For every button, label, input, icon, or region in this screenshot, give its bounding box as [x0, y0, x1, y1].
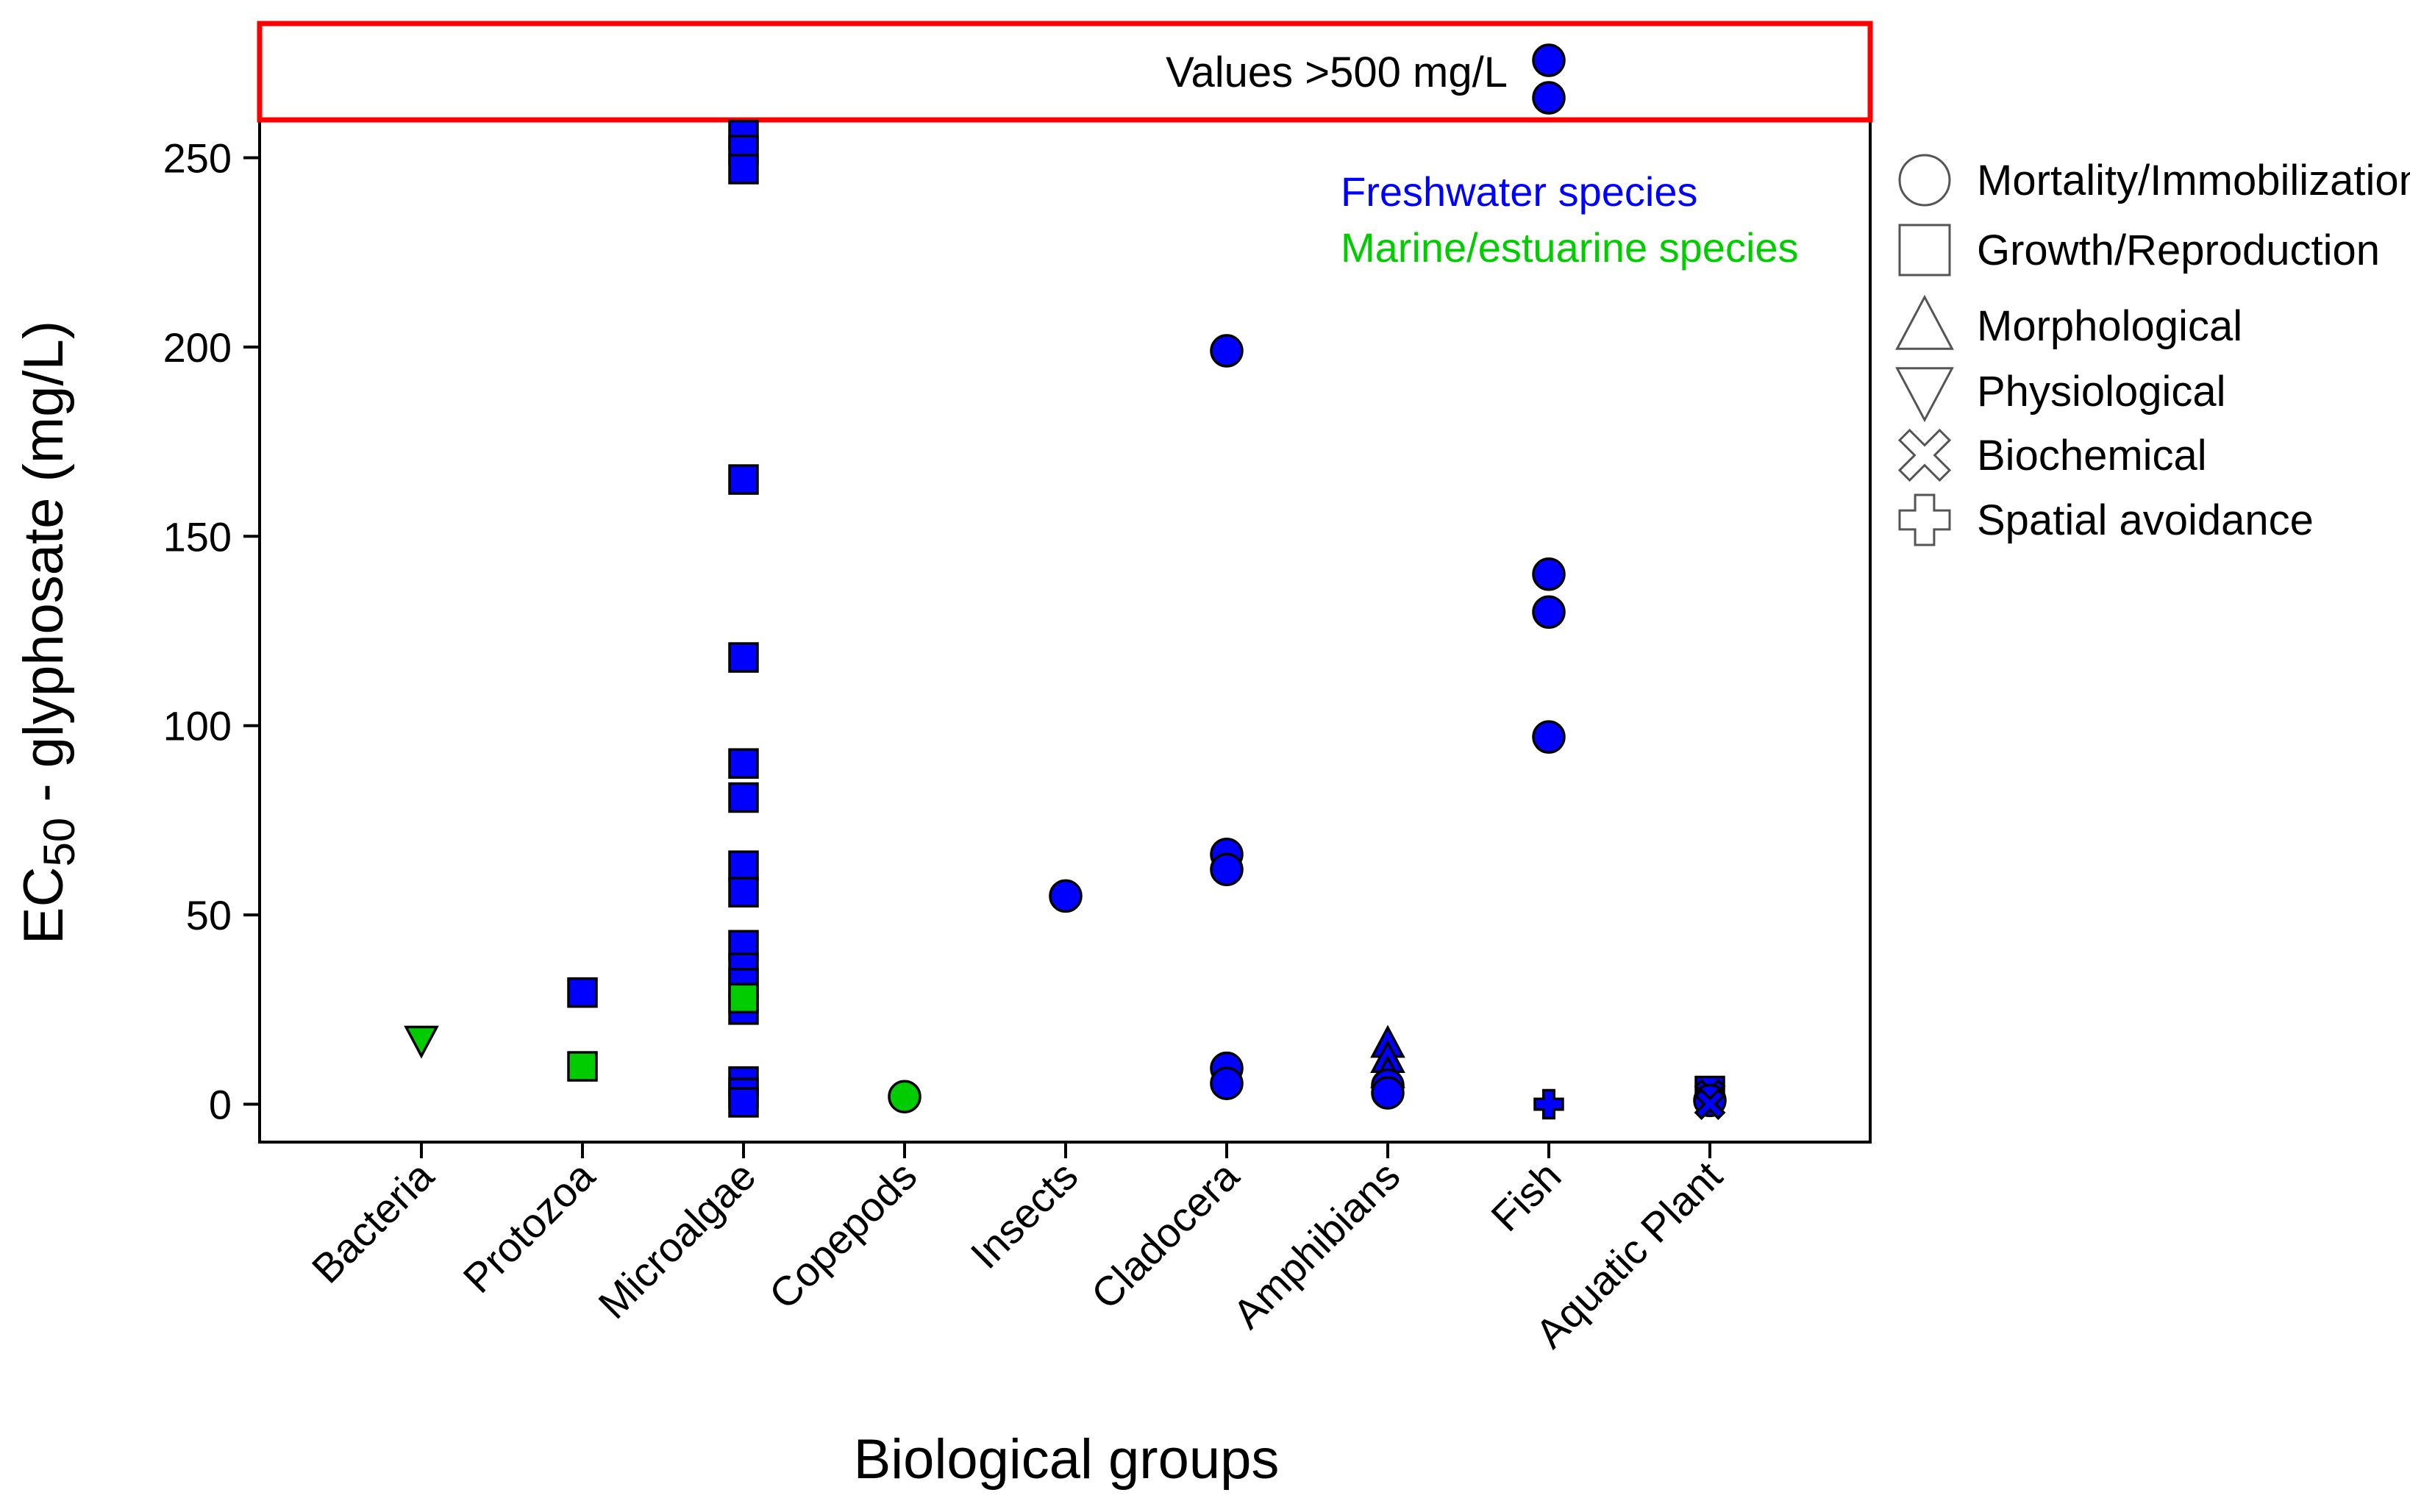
data-point [728, 464, 759, 495]
y-axis-title-rest: - glyphosate (mg/L) [13, 321, 75, 818]
x-tick-label: Bacteria [303, 1152, 443, 1291]
data-point [1371, 1076, 1405, 1110]
endpoint-legend: Mortality/Immobilization Growth/Reproduct… [1895, 154, 2410, 546]
data-points [404, 119, 1727, 1120]
data-point [728, 850, 759, 881]
legend-marker [1898, 224, 1951, 277]
inset-data-point [1532, 81, 1566, 115]
y-tick-label: 200 [163, 324, 232, 371]
endpoint-legend-label: Mortality/Immobilization [1977, 157, 2410, 204]
data-point [567, 1051, 598, 1082]
data-point [728, 983, 759, 1014]
data-point [1532, 720, 1566, 754]
inset-data-points [1532, 43, 1566, 115]
y-tick-label: 0 [209, 1082, 232, 1128]
x-tick-label: Fish [1482, 1152, 1569, 1240]
endpoint-legend-label: Physiological [1977, 368, 2226, 416]
legend-marker [1898, 154, 1951, 207]
legend-marker [1897, 428, 1952, 482]
endpoint-legend-label: Spatial avoidance [1977, 496, 2314, 544]
y-tick-label: 250 [163, 135, 232, 181]
data-point [404, 1025, 439, 1059]
data-point [1533, 1088, 1564, 1120]
y-axis-title-subscript: 50 [35, 818, 84, 867]
x-tick-label: Amphibians [1224, 1152, 1408, 1337]
legend-marker [1895, 294, 1954, 350]
inset-data-point [1532, 43, 1566, 77]
x-tick-label: Copepods [760, 1152, 925, 1318]
legend-marker [1898, 493, 1951, 546]
data-point [1210, 852, 1244, 887]
data-point [728, 748, 759, 779]
data-point [888, 1080, 921, 1113]
data-point [728, 154, 759, 185]
endpoint-legend-label: Morphological [1977, 302, 2242, 350]
data-point [1210, 334, 1244, 368]
endpoint-legend-label: Biochemical [1977, 432, 2207, 479]
habitat-legend-entry: Marine/estuarine species [1341, 224, 1799, 271]
data-point [728, 782, 759, 813]
data-point [567, 977, 598, 1008]
habitat-legend: Freshwater species Marine/estuarine speci… [1341, 168, 1799, 271]
data-point [728, 877, 759, 907]
data-point [1532, 557, 1566, 591]
x-axis-title: Biological groups [854, 1428, 1280, 1491]
data-point [728, 1087, 759, 1118]
habitat-legend-entry: Freshwater species [1341, 168, 1698, 215]
data-point [728, 642, 759, 673]
inset-high-values-box [257, 21, 1873, 123]
x-tick-label: Cladocera [1082, 1152, 1248, 1318]
data-point [1694, 1088, 1726, 1120]
data-point [1049, 879, 1083, 913]
legend-marker [1895, 367, 1954, 423]
y-tick-label: 100 [163, 703, 232, 749]
y-axis: 0 50 100 150 200 250 [163, 135, 260, 1128]
x-tick-label: Protozoa [454, 1152, 604, 1302]
data-point [1210, 1066, 1244, 1100]
y-tick-label: 150 [163, 513, 232, 560]
inset-label: Values >500 mg/L [1166, 49, 1508, 96]
y-tick-label: 50 [186, 892, 232, 938]
x-tick-label: Insects [961, 1152, 1086, 1277]
data-point [1532, 595, 1566, 630]
x-tick-label: Microalgae [589, 1152, 764, 1327]
y-axis-title: EC50 - glyphosate (mg/L) [13, 321, 84, 944]
endpoint-legend-label: Growth/Reproduction [1977, 227, 2380, 274]
y-axis-title-main: EC [13, 867, 75, 945]
plot-frame [258, 118, 1872, 1144]
